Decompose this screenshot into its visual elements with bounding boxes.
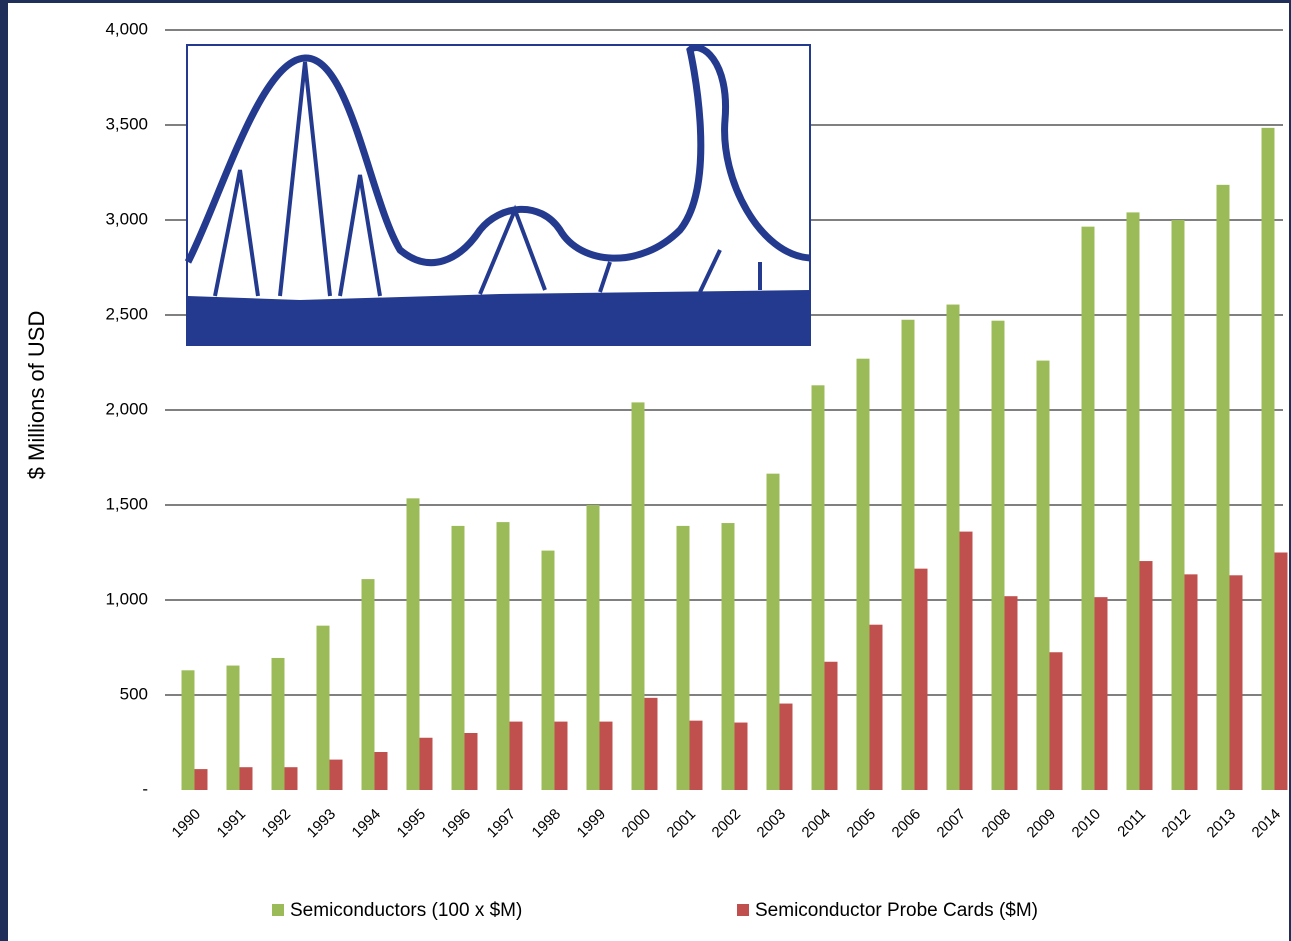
bar (1004, 596, 1018, 790)
inset-supports (213, 61, 762, 297)
y-tick-label: 500 (120, 684, 148, 703)
legend-swatch (737, 904, 749, 916)
bar (721, 523, 735, 790)
bar (1036, 360, 1050, 790)
bar (1139, 561, 1153, 790)
bar (1094, 597, 1108, 790)
bar (869, 624, 883, 790)
bar (1171, 220, 1185, 790)
y-tick-label: 2,500 (105, 304, 148, 323)
y-axis-label: $ Millions of USD (24, 311, 49, 480)
bar (496, 522, 510, 790)
bar (239, 767, 253, 790)
legend-label: Semiconductors (100 x $M) (290, 900, 522, 921)
bar (329, 759, 343, 790)
bar (419, 737, 433, 790)
bar (284, 767, 298, 790)
bar (734, 722, 748, 790)
bar (631, 402, 645, 790)
bar (406, 498, 420, 790)
bar (1184, 574, 1198, 790)
bar (464, 733, 478, 790)
bar (1081, 226, 1095, 790)
bar (541, 550, 555, 790)
bar (194, 769, 208, 790)
y-tick-label: 1,000 (105, 589, 148, 608)
bar (1049, 652, 1063, 790)
bar (766, 473, 780, 790)
legend-label: Semiconductor Probe Cards ($M) (755, 900, 1038, 921)
bar (991, 320, 1005, 790)
y-tick-label: 3,500 (105, 114, 148, 133)
bar (271, 657, 285, 790)
bar (181, 670, 195, 790)
bar (811, 385, 825, 790)
y-tick-label: - (142, 779, 148, 798)
bar (644, 697, 658, 790)
bar (374, 752, 388, 790)
bar (1274, 552, 1288, 790)
inset-track (184, 44, 811, 267)
bar (451, 525, 465, 790)
bar (554, 721, 568, 790)
bar (509, 721, 523, 790)
inset-ground (188, 290, 810, 345)
bar (901, 319, 915, 790)
bar (226, 665, 240, 790)
y-tick-label: 2,000 (105, 399, 148, 418)
bar (1229, 575, 1243, 790)
bar (914, 568, 928, 790)
bar (1261, 127, 1275, 791)
inset-picture (184, 44, 811, 346)
bar (316, 625, 330, 790)
bar (361, 579, 375, 790)
y-tick-label: 3,000 (105, 209, 148, 228)
legend-swatch (272, 904, 284, 916)
bar (856, 358, 870, 790)
bar (1126, 212, 1140, 790)
bar (599, 721, 613, 790)
bar (689, 720, 703, 790)
bar (946, 304, 960, 790)
y-tick-label: 4,000 (105, 19, 148, 38)
bar (959, 531, 973, 790)
y-tick-label: 1,500 (105, 494, 148, 513)
bar (1216, 184, 1230, 791)
bar (824, 661, 838, 790)
bar (779, 703, 793, 790)
bar (586, 505, 600, 790)
bar (676, 525, 690, 790)
